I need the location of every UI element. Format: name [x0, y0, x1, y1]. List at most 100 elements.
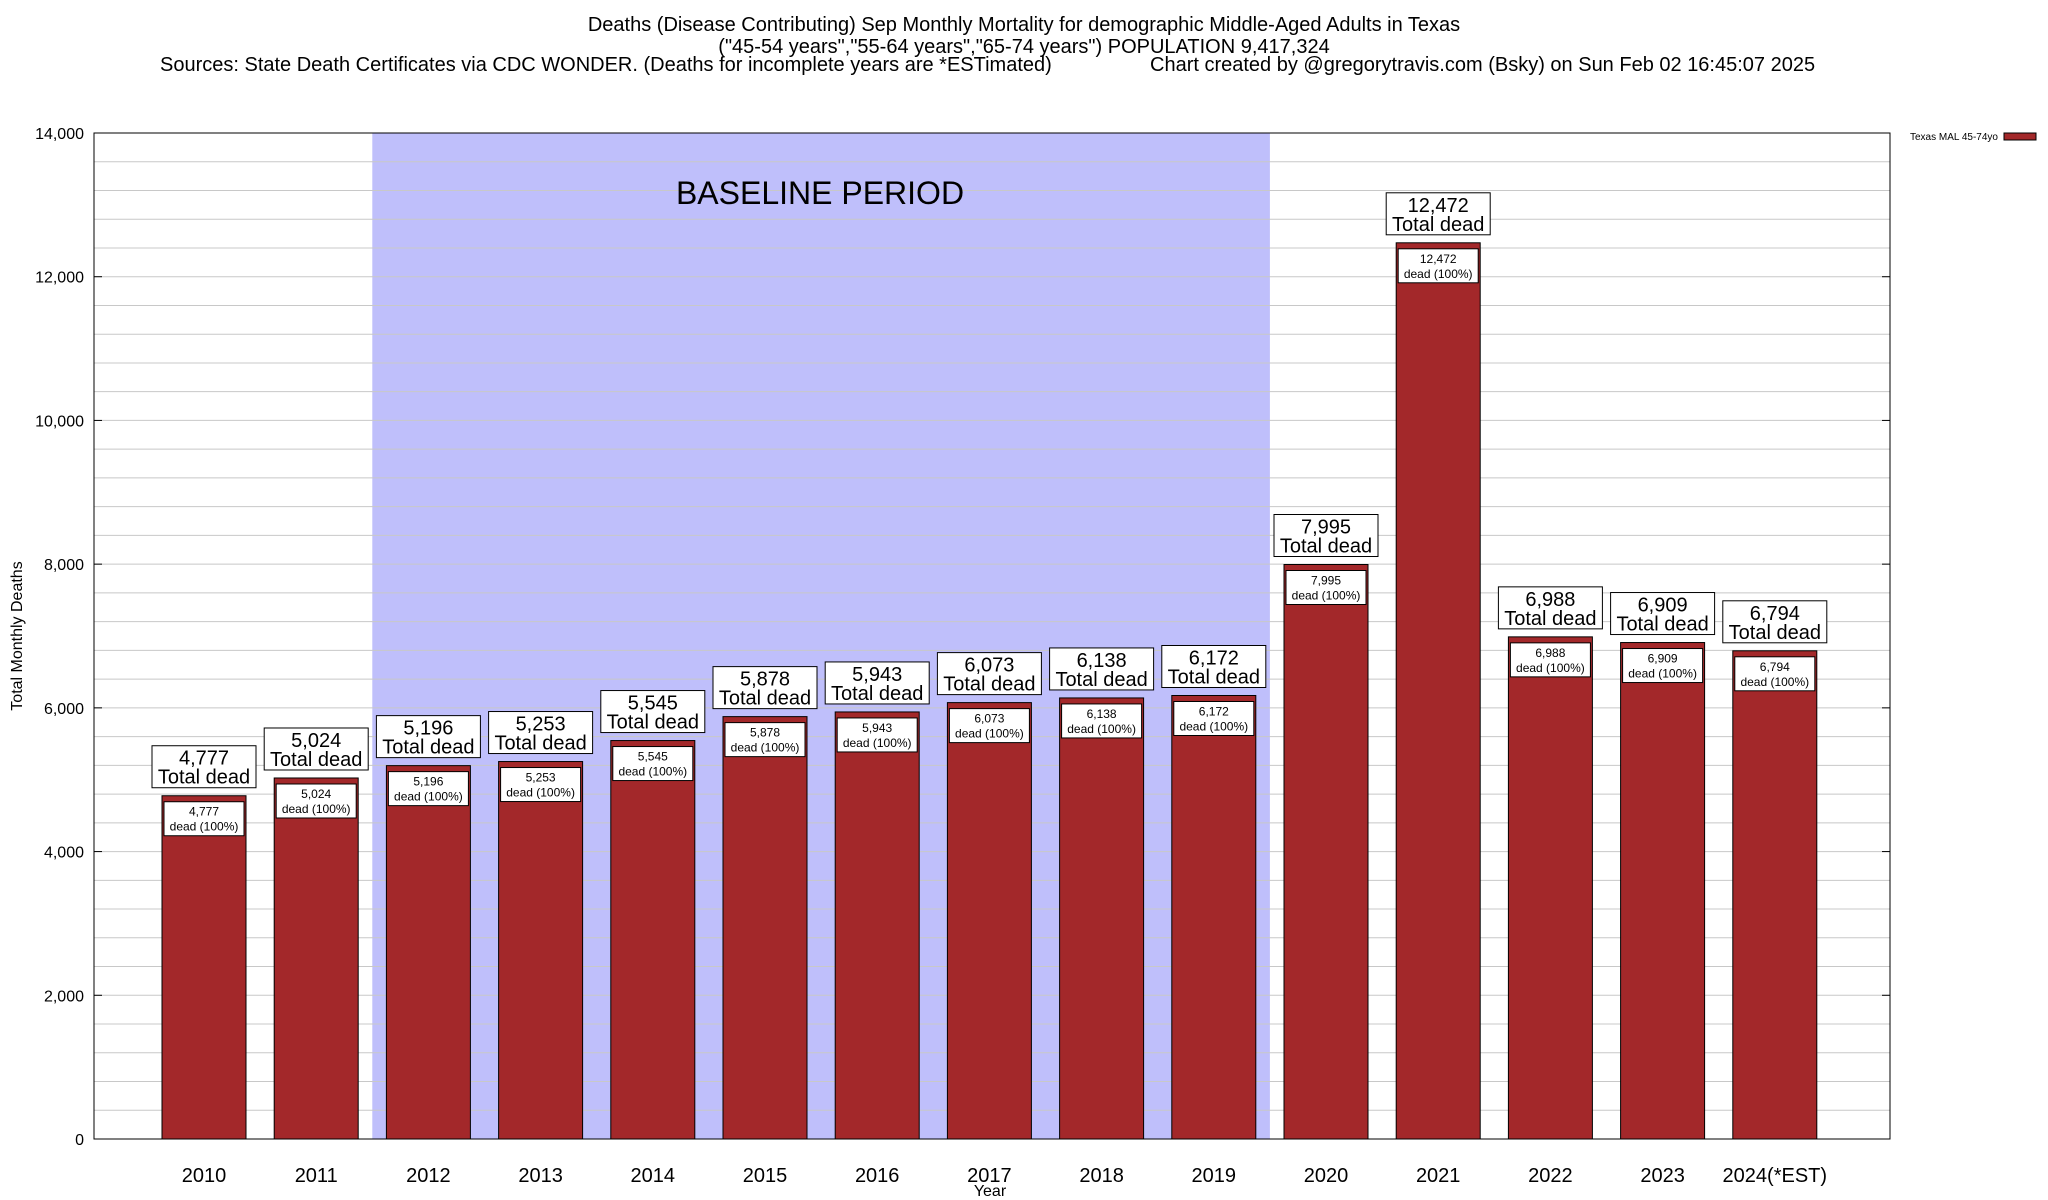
top-suffix-label: Total dead [382, 737, 474, 759]
y-tick-label: 6,000 [44, 701, 84, 718]
legend-label: Texas MAL 45-74yo [1910, 132, 1998, 143]
bar [1395, 242, 1481, 1140]
x-tick-label: 2015 [743, 1165, 788, 1187]
top-label-box [936, 652, 1042, 696]
top-label-box [1161, 644, 1267, 688]
legend: Texas MAL 45-74yo [1910, 132, 2037, 143]
top-suffix-label: Total dead [607, 712, 699, 734]
top-value-label: 4,777 [179, 748, 229, 770]
inner-suffix-label: dead (100%) [618, 765, 687, 779]
inner-value-label: 7,995 [1311, 574, 1341, 588]
inner-label-box [724, 722, 806, 758]
top-value-label: 5,545 [628, 693, 678, 715]
top-value-label: 6,138 [1077, 650, 1127, 672]
top-value-label: 6,073 [964, 655, 1014, 677]
top-suffix-label: Total dead [158, 767, 250, 789]
top-suffix-label: Total dead [494, 733, 586, 755]
y-tick-label: 12,000 [35, 270, 84, 287]
bar [498, 761, 584, 1140]
y-tick-label: 10,000 [35, 413, 84, 430]
inner-value-label: 5,253 [526, 771, 556, 785]
top-label-box [488, 711, 594, 755]
inner-value-label: 5,943 [862, 721, 892, 735]
x-tick-label: 2021 [1416, 1165, 1461, 1187]
inner-value-label: 6,172 [1199, 704, 1229, 718]
top-suffix-label: Total dead [1280, 536, 1372, 558]
x-tick-label: 2013 [518, 1165, 563, 1187]
inner-value-label: 4,777 [189, 805, 219, 819]
bar [1732, 650, 1818, 1140]
top-label-box [1049, 647, 1155, 691]
top-value-label: 7,995 [1301, 517, 1351, 539]
inner-label-box [612, 746, 694, 782]
y-tick-label: 14,000 [35, 126, 84, 143]
top-value-label: 5,943 [852, 664, 902, 686]
inner-label-box [1061, 703, 1143, 739]
inner-value-label: 5,545 [638, 750, 668, 764]
top-suffix-label: Total dead [1504, 608, 1596, 630]
y-tick-label: 8,000 [44, 557, 84, 574]
inner-value-label: 5,196 [413, 775, 443, 789]
top-label-box [1385, 192, 1491, 236]
top-value-label: 5,253 [516, 714, 566, 736]
top-suffix-label: Total dead [1392, 214, 1484, 236]
bar [946, 702, 1032, 1140]
x-tick-label: 2010 [182, 1165, 227, 1187]
top-suffix-label: Total dead [1729, 622, 1821, 644]
chart-title: Deaths (Disease Contributing) Sep Monthl… [587, 14, 1461, 36]
chart-credit: Chart created by @gregorytravis.com (Bsk… [1150, 54, 1816, 76]
inner-value-label: 6,909 [1648, 652, 1678, 666]
bar [834, 711, 920, 1140]
inner-suffix-label: dead (100%) [843, 736, 912, 750]
top-label-box [263, 727, 369, 771]
top-label-box [600, 690, 706, 734]
inner-suffix-label: dead (100%) [1404, 267, 1473, 281]
inner-label-box [1397, 248, 1479, 284]
inner-suffix-label: dead (100%) [955, 727, 1024, 741]
x-tick-label: 2018 [1079, 1165, 1124, 1187]
inner-suffix-label: dead (100%) [1516, 661, 1585, 675]
top-label-box [1273, 514, 1379, 558]
y-tick-label: 0 [75, 1132, 84, 1149]
inner-value-label: 12,472 [1420, 252, 1457, 266]
top-suffix-label: Total dead [831, 683, 923, 705]
x-tick-label: 2022 [1528, 1165, 1573, 1187]
bar [1171, 694, 1257, 1140]
bar [273, 777, 359, 1140]
top-label-box [375, 715, 481, 759]
x-axis: 2010 2011 2012 2013 2014 2015 2016 2017 2018 2019… [182, 1165, 1827, 1187]
x-tick-label: 2012 [406, 1165, 451, 1187]
top-label-box [151, 745, 257, 789]
top-value-label: 6,794 [1750, 603, 1800, 625]
inner-value-label: 6,073 [974, 712, 1004, 726]
top-suffix-label: Total dead [1616, 614, 1708, 636]
top-label-box [712, 666, 818, 710]
top-value-label: 12,472 [1408, 195, 1469, 217]
